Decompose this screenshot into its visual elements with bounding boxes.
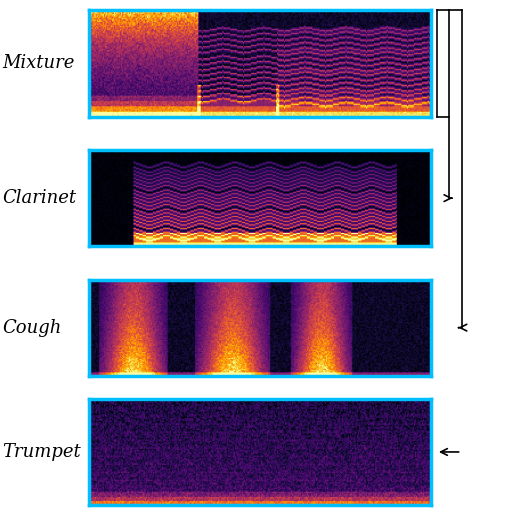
Text: Clarinet: Clarinet [3,189,76,207]
Text: Mixture: Mixture [3,54,75,73]
Text: Cough: Cough [3,319,62,337]
Text: Trumpet: Trumpet [3,443,81,461]
